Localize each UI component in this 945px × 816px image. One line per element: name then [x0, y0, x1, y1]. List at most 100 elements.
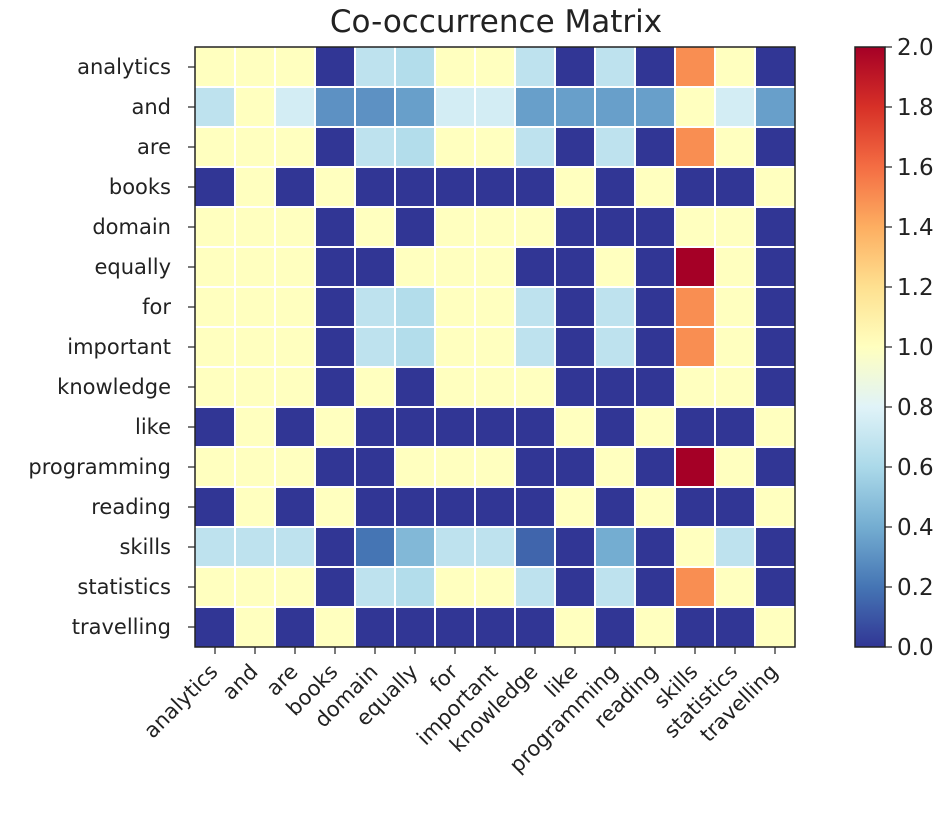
heatmap-cell [635, 47, 675, 87]
heatmap-cell [355, 47, 395, 87]
heatmap-cell [515, 167, 555, 207]
colorbar-tick-label: 1.2 [897, 275, 934, 301]
heatmap-cell [595, 607, 635, 647]
heatmap-cell [675, 447, 715, 487]
heatmap-cell [275, 567, 315, 607]
heatmap-cell [435, 127, 475, 167]
heatmap-cell [235, 607, 275, 647]
x-tick-label: analytics [139, 660, 222, 743]
heatmap-cell [675, 207, 715, 247]
heatmap-cell [235, 327, 275, 367]
heatmap-cell [755, 447, 795, 487]
heatmap-cell [555, 207, 595, 247]
heatmap-cell [395, 327, 435, 367]
heatmap-cell [475, 207, 515, 247]
heatmap-cell [755, 247, 795, 287]
heatmap-cell [595, 167, 635, 207]
heatmap-cell [315, 607, 355, 647]
heatmap-cell [435, 47, 475, 87]
heatmap-cell [715, 207, 755, 247]
heatmap-cell [755, 327, 795, 367]
heatmap-cell [715, 167, 755, 207]
heatmap-cell [195, 487, 235, 527]
heatmap-cell [435, 87, 475, 127]
y-tick-label: programming [28, 455, 171, 479]
heatmap-cell [475, 87, 515, 127]
heatmap-cell [755, 127, 795, 167]
heatmap-cell [355, 607, 395, 647]
y-tick-label: and [131, 95, 171, 119]
heatmap-cell [595, 447, 635, 487]
heatmap-cell [395, 567, 435, 607]
heatmap-cell [635, 247, 675, 287]
heatmap-cell [395, 607, 435, 647]
heatmap-cell [635, 287, 675, 327]
heatmap-cell [235, 87, 275, 127]
heatmap-cell [555, 287, 595, 327]
heatmap-cell [395, 47, 435, 87]
heatmap-cell [475, 247, 515, 287]
heatmap-cell [555, 567, 595, 607]
colorbar-ticks: 0.0 0.2 0.4 0.6 0.8 1.0 1.2 1.4 1.6 1.8 2.0 [885, 35, 934, 661]
y-tick-label: equally [94, 255, 171, 279]
y-tick-label: domain [92, 215, 171, 239]
heatmap-cell [595, 87, 635, 127]
heatmap-cell [595, 287, 635, 327]
heatmap-cell [235, 47, 275, 87]
heatmap-cell [235, 167, 275, 207]
heatmap-cell [395, 367, 435, 407]
heatmap-cell [555, 367, 595, 407]
heatmap-cell [235, 487, 275, 527]
heatmap-cell [475, 407, 515, 447]
y-tick-label: are [137, 135, 171, 159]
heatmap-cell [275, 487, 315, 527]
heatmap-cell [635, 207, 675, 247]
heatmap-cell [515, 567, 555, 607]
heatmap-cell [675, 167, 715, 207]
heatmap-cell [515, 487, 555, 527]
heatmap-cell [475, 127, 515, 167]
heatmap-cell [395, 207, 435, 247]
heatmap-cell [275, 527, 315, 567]
heatmap-cell [315, 247, 355, 287]
heatmap-cell [355, 487, 395, 527]
heatmap-cell [315, 407, 355, 447]
heatmap-cell [555, 607, 595, 647]
y-tick-label: skills [119, 535, 171, 559]
heatmap-cell [195, 87, 235, 127]
colorbar: 0.0 0.2 0.4 0.6 0.8 1.0 1.2 1.4 1.6 1.8 2.0 [854, 35, 934, 661]
heatmap-cell [675, 407, 715, 447]
colorbar-tick-label: 1.4 [897, 215, 934, 241]
heatmap-cell [315, 167, 355, 207]
heatmap-cell [195, 167, 235, 207]
heatmap-cell [595, 247, 635, 287]
heatmap-cell [635, 367, 675, 407]
heatmap-cell [515, 247, 555, 287]
heatmap-cell [635, 127, 675, 167]
heatmap-cell [355, 407, 395, 447]
colorbar-tick-label: 0.0 [897, 635, 934, 661]
heatmap-cell [195, 447, 235, 487]
heatmap-cell [715, 87, 755, 127]
heatmap-cell [315, 47, 355, 87]
heatmap-cell [475, 287, 515, 327]
heatmap-cell [715, 287, 755, 327]
heatmap-cell [355, 247, 395, 287]
y-axis: analytics and are books domain equally for impo… [28, 55, 195, 639]
heatmap-cell [355, 367, 395, 407]
heatmap-cell [475, 167, 515, 207]
heatmap-cell [555, 327, 595, 367]
y-tick-label: reading [91, 495, 171, 519]
heatmap-cell [435, 247, 475, 287]
heatmap-cell [355, 87, 395, 127]
heatmap-cell [195, 607, 235, 647]
heatmap-cell [475, 327, 515, 367]
heatmap-cell [515, 207, 555, 247]
heatmap-cell [635, 327, 675, 367]
heatmap-cell [595, 487, 635, 527]
heatmap-cell [635, 567, 675, 607]
heatmap-cell [355, 447, 395, 487]
heatmap-cell [515, 47, 555, 87]
heatmap-cell [275, 167, 315, 207]
